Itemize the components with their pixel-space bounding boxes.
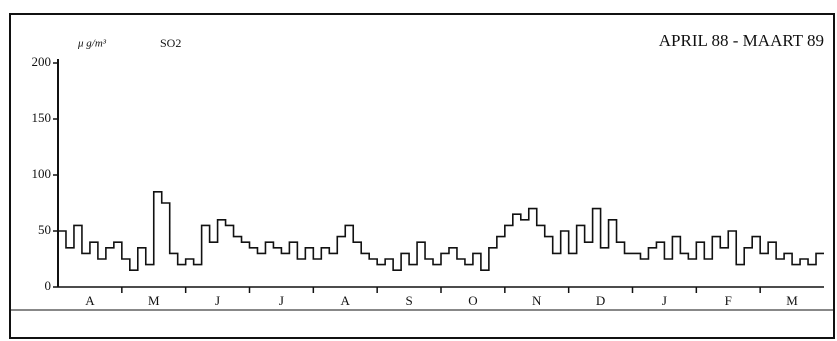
- frame: [9, 13, 835, 339]
- y-tick-label: 150: [32, 110, 52, 125]
- y-tick-label: 100: [32, 166, 52, 181]
- y-tick-label: 0: [45, 278, 52, 293]
- x-tick-label: J: [279, 293, 284, 308]
- x-tick-label: O: [468, 293, 477, 308]
- x-tick-label: J: [662, 293, 667, 308]
- x-tick-label: J: [215, 293, 220, 308]
- x-tick-label: M: [786, 293, 798, 308]
- x-tick-label: A: [341, 293, 351, 308]
- y-tick-label: 50: [38, 222, 51, 237]
- x-tick-label: N: [532, 293, 542, 308]
- x-tick-label: M: [148, 293, 160, 308]
- chart-title: APRIL 88 - MAART 89: [659, 31, 824, 50]
- x-tick-label: S: [405, 293, 412, 308]
- series-label: SO2: [160, 36, 181, 50]
- x-tick-label: A: [85, 293, 95, 308]
- x-tick-label: F: [725, 293, 732, 308]
- y-tick-label: 200: [32, 54, 52, 69]
- x-tick-label: D: [596, 293, 605, 308]
- data-line: [58, 191, 824, 271]
- y-axis-unit: μ g/m³: [77, 38, 107, 50]
